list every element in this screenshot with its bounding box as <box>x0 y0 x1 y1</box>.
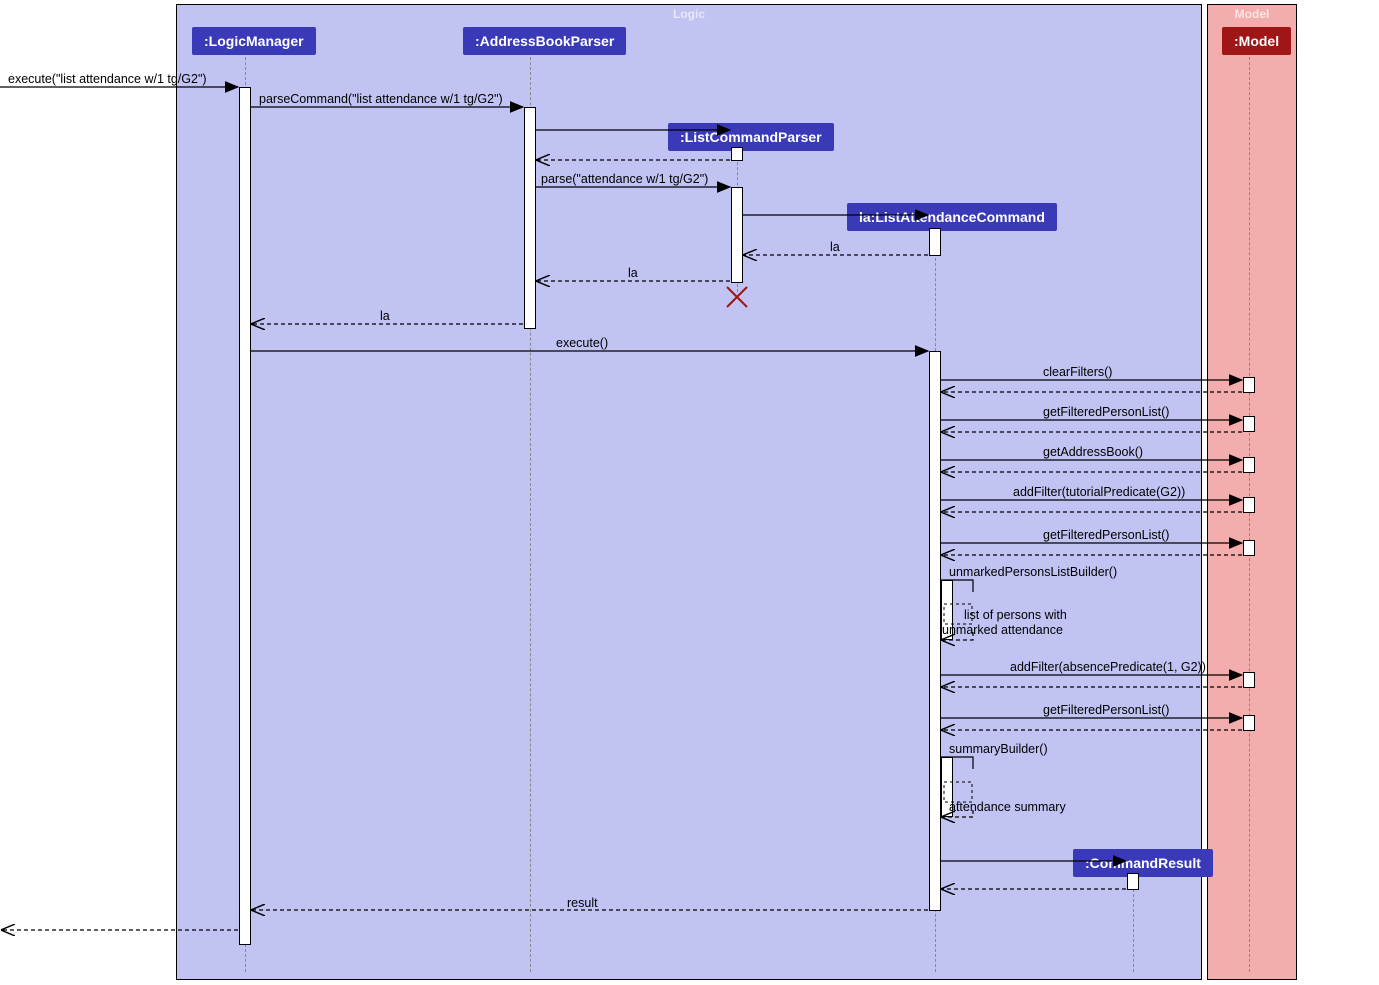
msg-label-28: attendance summary <box>949 800 1066 814</box>
msg-label-16: addFilter(tutorialPredicate(G2)) <box>1013 485 1185 499</box>
model-frame: Model <box>1207 4 1297 980</box>
activation-7 <box>1243 416 1255 432</box>
activation-12 <box>1243 672 1255 688</box>
activation-0 <box>239 87 251 945</box>
activation-6 <box>1243 377 1255 393</box>
msg-label-10: clearFilters() <box>1043 365 1112 379</box>
activation-2 <box>731 147 743 161</box>
msg-label-0: execute("list attendance w/1 tg/G2") <box>8 72 207 86</box>
participant-logicManager: :LogicManager <box>192 27 316 55</box>
participant-model: :Model <box>1222 27 1291 55</box>
activation-9 <box>1243 497 1255 513</box>
msg-label-31: result <box>567 896 598 910</box>
activation-8 <box>1243 457 1255 473</box>
activation-5 <box>929 351 941 911</box>
msg-label-20: unmarkedPersonsListBuilder() <box>949 565 1117 579</box>
activation-4 <box>929 228 941 256</box>
logic-frame-label: Logic <box>673 5 705 23</box>
activation-10 <box>1243 540 1255 556</box>
activation-1 <box>524 107 536 329</box>
activation-13 <box>1243 715 1255 731</box>
model-frame-label: Model <box>1235 5 1270 23</box>
participant-laCmd: la:ListAttendanceCommand <box>847 203 1057 231</box>
msg-label-4: parse("attendance w/1 tg/G2") <box>541 172 708 186</box>
msg-label-12: getFilteredPersonList() <box>1043 405 1169 419</box>
msg-label-8: la <box>380 309 390 323</box>
msg-label-14: getAddressBook() <box>1043 445 1143 459</box>
msg-label-27: summaryBuilder() <box>949 742 1048 756</box>
msg-label-23: addFilter(absencePredicate(1, G2)) <box>1010 660 1206 674</box>
participant-listCmdParser: :ListCommandParser <box>668 123 834 151</box>
msg-label-7: la <box>628 266 638 280</box>
msg-label-9: execute() <box>556 336 608 350</box>
activation-3 <box>731 187 743 283</box>
msg-label-25: getFilteredPersonList() <box>1043 703 1169 717</box>
msg-label-1: parseCommand("list attendance w/1 tg/G2"… <box>259 92 503 106</box>
msg-label-22: unmarked attendance <box>942 623 1063 637</box>
activation-15 <box>1127 873 1139 890</box>
participant-cmdResult: :CommandResult <box>1073 849 1213 877</box>
participant-parser: :AddressBookParser <box>463 27 626 55</box>
msg-label-21: list of persons with <box>964 608 1067 622</box>
msg-label-6: la <box>830 240 840 254</box>
msg-label-18: getFilteredPersonList() <box>1043 528 1169 542</box>
